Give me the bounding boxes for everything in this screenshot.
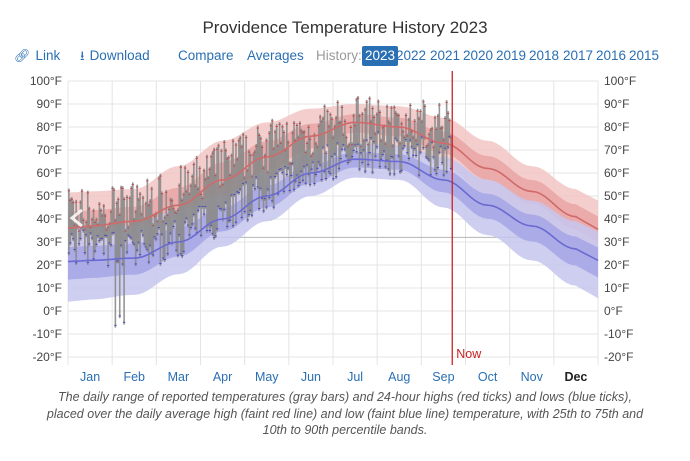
averages-button[interactable]: Averages [247, 48, 304, 63]
y-tick-label-left: -20°F [33, 350, 62, 364]
x-tick-label: Sep [432, 370, 454, 384]
x-tick-label: May [255, 370, 279, 384]
download-icon: ⭳ [80, 48, 85, 63]
average-high-line [67, 121, 599, 230]
now-label: Now [456, 347, 482, 361]
y-tick-label-left: 0°F [43, 304, 62, 318]
y-tick-label-right: 50°F [604, 189, 629, 203]
chart-caption: The daily range of reported temperatures… [46, 390, 644, 437]
x-tick-label: Jun [301, 370, 321, 384]
y-tick-label-right: 20°F [604, 258, 629, 272]
chart-toolbar: 🔗︎ Link ⭳ Download Compare Averages Histor… [0, 46, 690, 66]
x-tick-label: Mar [168, 370, 190, 384]
download-label: Download [89, 48, 150, 63]
year-2021-button[interactable]: 2021 [430, 48, 461, 63]
average-low-line [67, 158, 599, 263]
chart-title: Providence Temperature History 2023 [202, 18, 488, 37]
year-2018-button[interactable]: 2018 [529, 48, 560, 63]
x-tick-label: Jul [347, 370, 363, 384]
y-tick-label-right: 10°F [604, 281, 629, 295]
chevron-left-icon[interactable] [69, 208, 83, 228]
x-tick-label: Aug [388, 370, 410, 384]
y-tick-label-left: 70°F [37, 143, 62, 157]
now-marker: Now [451, 71, 482, 365]
temperature-chart: 100°F 100°F 90°F 90°F 80°F 80°F 70°F 70°F 60°F 60… [30, 71, 636, 384]
x-tick-label: Dec [564, 370, 587, 384]
year-2017-button[interactable]: 2017 [563, 48, 594, 63]
high-25-75-band [68, 114, 598, 242]
y-tick-label-left: 80°F [37, 120, 62, 134]
y-tick-label-left: 90°F [37, 97, 62, 111]
year-2019-button[interactable]: 2019 [496, 48, 527, 63]
y-tick-label-right: 60°F [604, 166, 629, 180]
average-lines [67, 121, 599, 263]
year-2023-button[interactable]: 2023 [362, 46, 399, 66]
history-label: History: [316, 48, 362, 63]
y-tick-label-left: 30°F [37, 235, 62, 249]
year-2020-button[interactable]: 2020 [463, 48, 494, 63]
axis-labels: 100°F 100°F 90°F 90°F 80°F 80°F 70°F 70°F 60°F 60… [30, 74, 636, 384]
y-tick-label-right: 0°F [604, 304, 623, 318]
year-2016-button[interactable]: 2016 [596, 48, 627, 63]
compare-button[interactable]: Compare [178, 48, 234, 63]
daily-range-bars [67, 95, 453, 328]
x-tick-label: Feb [123, 370, 145, 384]
x-tick-label: Jan [80, 370, 100, 384]
x-tick-label: Oct [478, 370, 498, 384]
y-tick-label-right: 80°F [604, 120, 629, 134]
y-tick-label-left: 60°F [37, 166, 62, 180]
year-2015-button[interactable]: 2015 [629, 48, 660, 63]
y-tick-label-right: 40°F [604, 212, 629, 226]
y-tick-label-left: 40°F [37, 212, 62, 226]
link-label: Link [35, 48, 61, 63]
download-button[interactable]: ⭳ Download [80, 46, 150, 66]
y-tick-label-right: -10°F [604, 327, 633, 341]
year-2022-button[interactable]: 2022 [396, 48, 427, 63]
low-25-75-band [68, 152, 598, 280]
y-tick-label-left: 50°F [37, 189, 62, 203]
y-tick-label-left: 100°F [30, 74, 62, 88]
y-tick-label-left: 10°F [37, 281, 62, 295]
y-tick-label-right: 100°F [604, 74, 636, 88]
x-tick-label: Apr [213, 370, 232, 384]
link-icon: 🔗︎ [14, 48, 31, 63]
y-tick-label-right: 30°F [604, 235, 629, 249]
y-tick-label-right: -20°F [604, 350, 633, 364]
x-tick-label: Nov [521, 370, 544, 384]
link-button[interactable]: 🔗︎ Link [14, 46, 60, 66]
y-tick-label-right: 90°F [604, 97, 629, 111]
y-tick-label-right: 70°F [604, 143, 629, 157]
y-tick-label-left: 20°F [37, 258, 62, 272]
y-tick-label-left: -10°F [33, 327, 62, 341]
